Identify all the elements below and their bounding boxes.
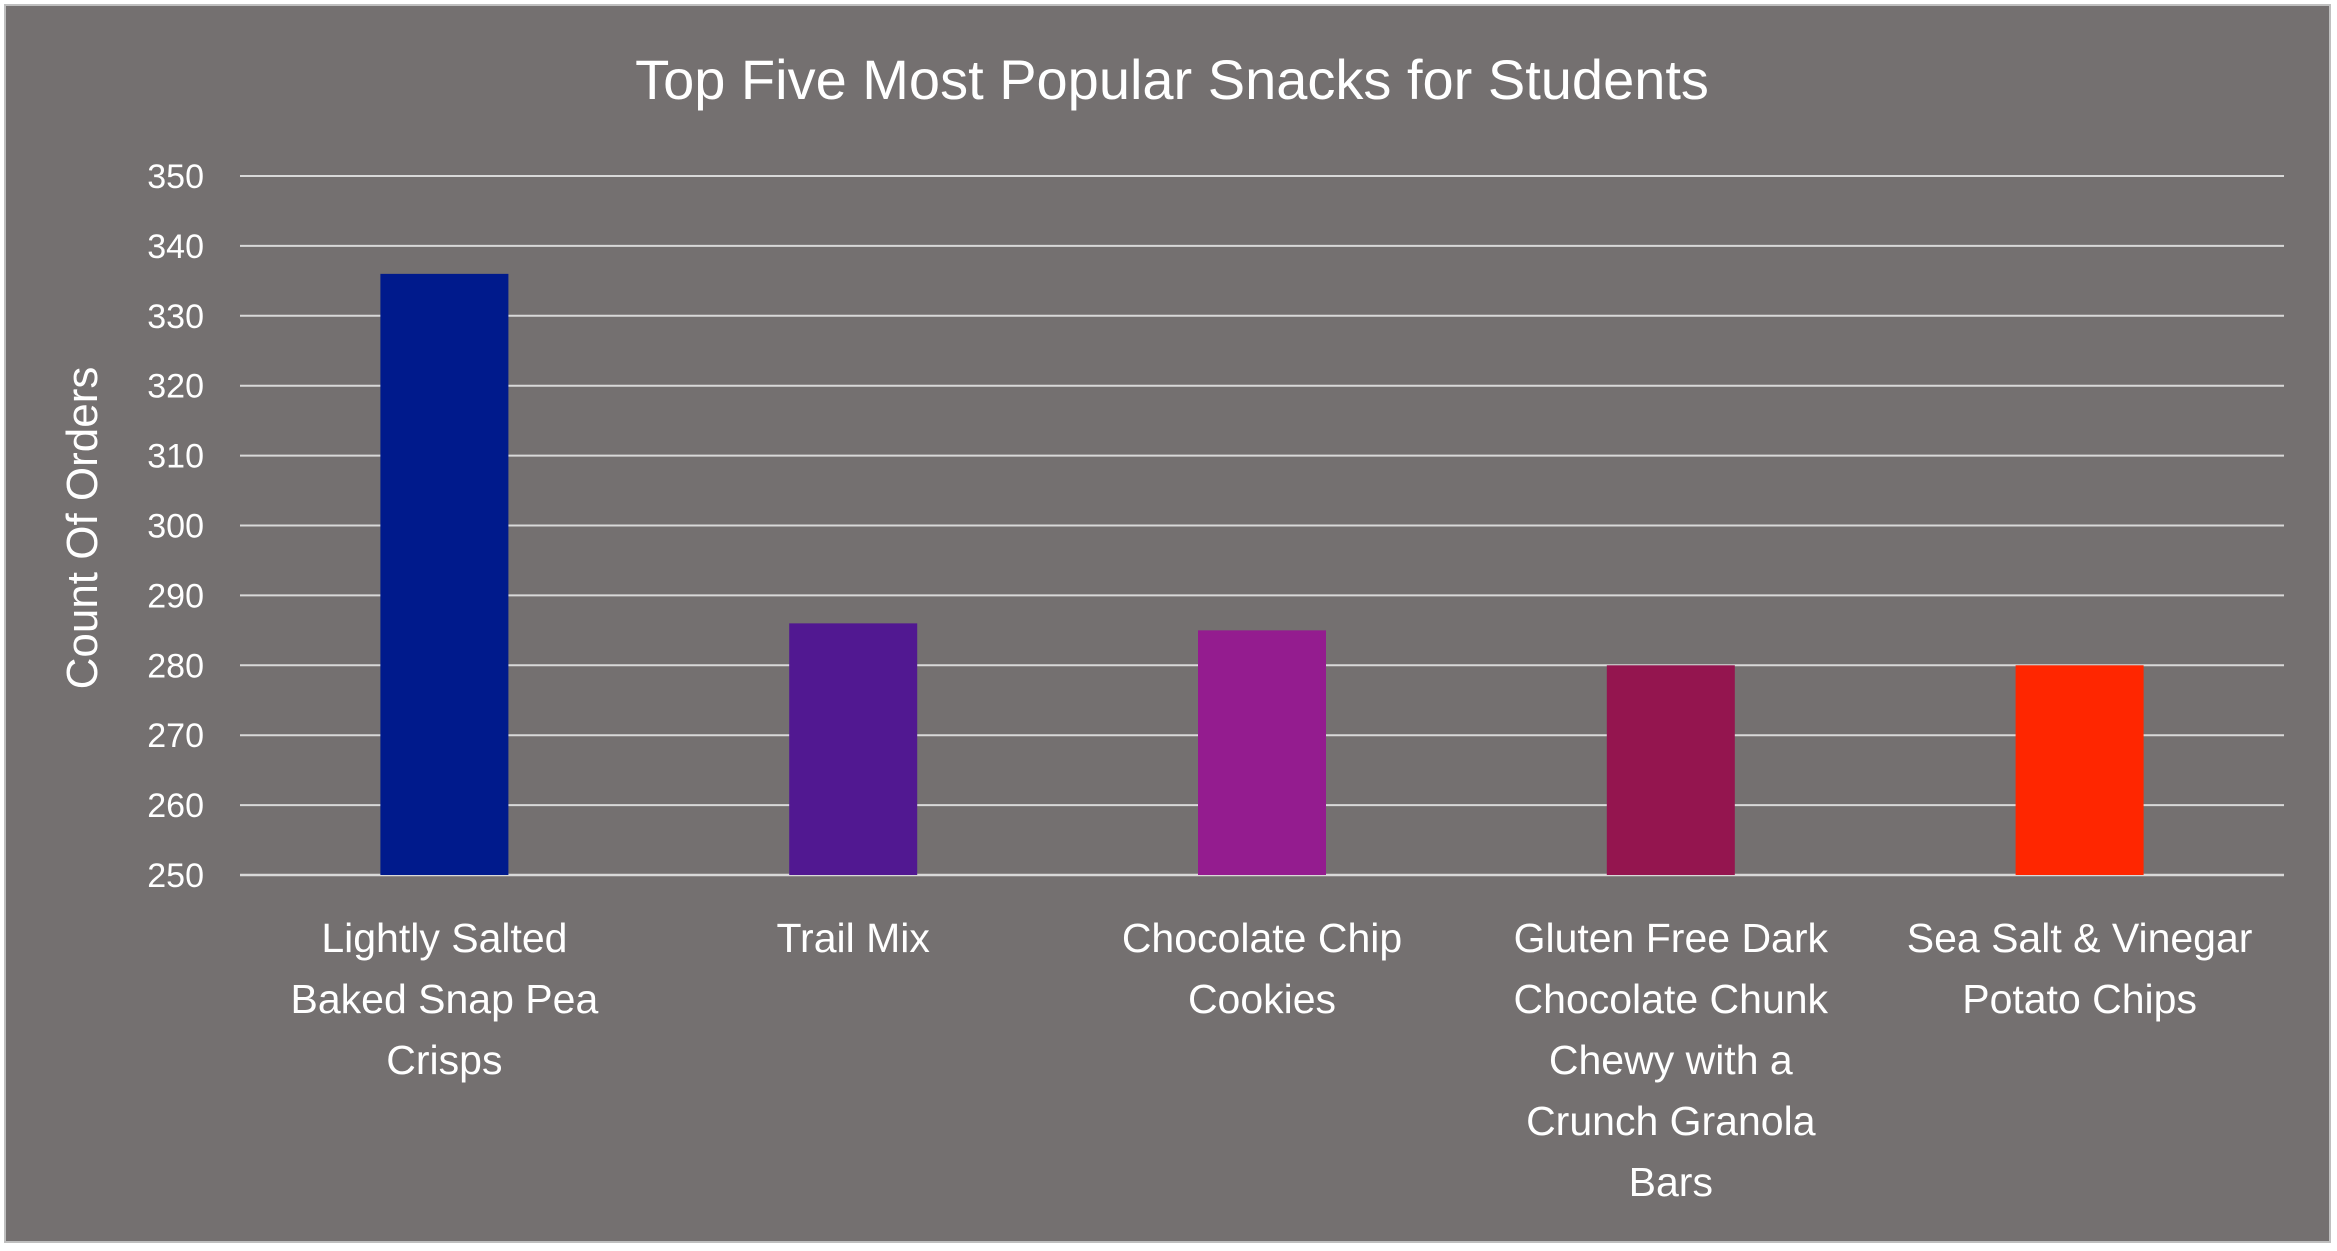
y-tick-label: 290 (147, 577, 204, 615)
y-tick-label: 320 (147, 368, 204, 406)
bar (789, 623, 918, 875)
gridlines (240, 175, 2284, 877)
bars (380, 273, 2144, 875)
bar (1198, 630, 1326, 875)
chart-title: Top Five Most Popular Snacks for Student… (635, 48, 1709, 111)
y-tick-label: 310 (147, 438, 204, 476)
x-category-label: Gluten Free Dark Chocolate Chunk Chewy wit… (1514, 915, 1829, 1205)
y-tick-label: 300 (147, 508, 204, 546)
y-axis-title: Count Of Orders (58, 367, 107, 690)
y-tick-label: 350 (147, 158, 204, 196)
x-category-label: Trail Mix (777, 915, 931, 961)
x-category-label: Lightly Salted Baked Snap Pea Crisps (291, 915, 599, 1083)
y-tick-label: 280 (147, 647, 204, 685)
bar-chart: Top Five Most Popular Snacks for Student… (58, 48, 2284, 1205)
y-tick-label: 270 (147, 717, 204, 755)
y-tick-label: 250 (147, 857, 204, 895)
bar (380, 273, 509, 875)
chart-area: Top Five Most Popular Snacks for Student… (4, 4, 2331, 1243)
x-axis-labels: Lightly Salted Baked Snap Pea Crisps Trail … (291, 915, 2253, 1205)
bar (2015, 665, 2144, 875)
y-axis-ticks: 250 260 270 280 290 300 310 320 330 340 350 (147, 158, 204, 895)
y-tick-label: 330 (147, 298, 204, 336)
y-tick-label: 260 (147, 787, 204, 825)
bar (1606, 665, 1735, 875)
y-tick-label: 340 (147, 228, 204, 266)
x-category-label: Sea Salt & Vinegar Potato Chips (1907, 915, 2253, 1022)
x-category-label: Chocolate Chip Cookies (1122, 915, 1402, 1022)
